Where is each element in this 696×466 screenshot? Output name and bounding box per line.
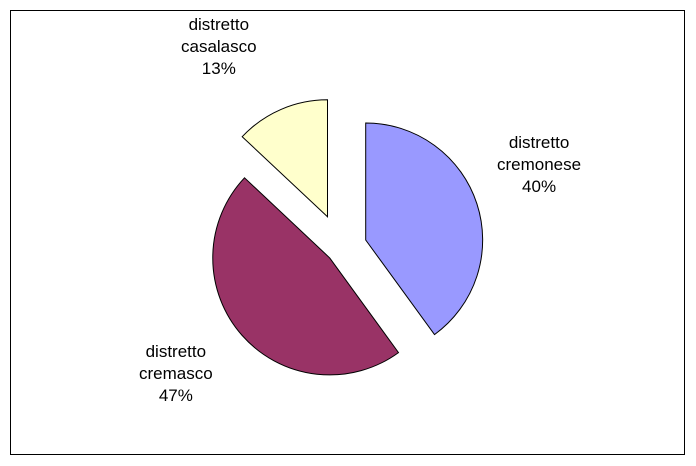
slice-label-cremonese: distretto cremonese 40% [497,132,581,198]
slice-label-line2: cremonese [497,155,582,174]
slice-label-casalasco: distretto casalasco 13% [181,14,257,80]
slice-label-value: 47% [158,386,193,405]
pie-slice-cremonese [365,122,484,336]
pie-slice-cremasco [212,177,400,376]
pie-slice-casalasco [241,99,328,218]
chart-area: distretto cremonese 40% distretto cremas… [10,10,685,455]
slice-label-cremasco: distretto cremasco 47% [139,341,213,407]
slice-label-value: 40% [522,177,557,196]
slice-label-line2: casalasco [181,37,257,56]
slice-label-line1: distretto [145,342,207,361]
slice-label-line1: distretto [508,133,570,152]
slice-label-line2: cremasco [139,364,213,383]
slice-label-line1: distretto [188,15,250,34]
slice-label-value: 13% [201,59,236,78]
pie-chart [212,99,484,376]
